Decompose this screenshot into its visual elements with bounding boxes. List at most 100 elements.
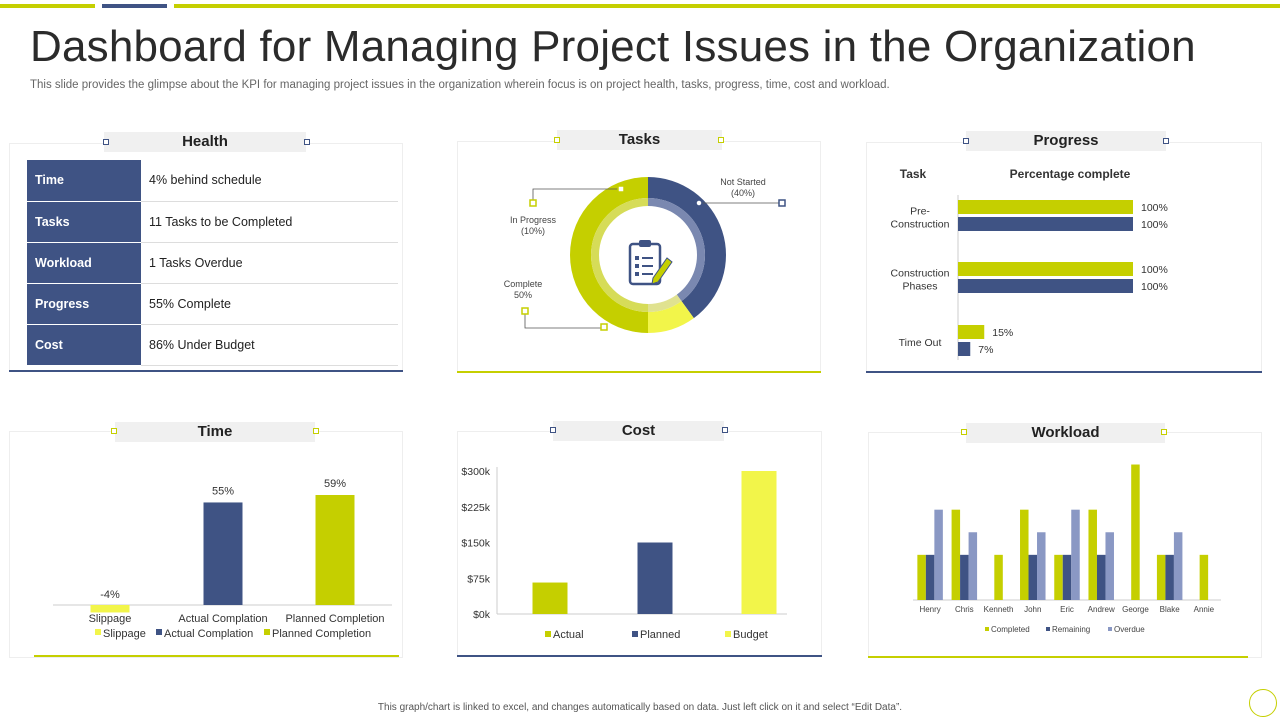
- progress-category-label: Construction: [891, 268, 950, 280]
- health-value: 1 Tasks Overdue: [141, 242, 398, 284]
- slide-number-circle: [1249, 689, 1277, 717]
- cost-legend-label: Budget: [733, 629, 768, 641]
- workload-bar: [1156, 554, 1166, 600]
- workload-bar: [1105, 532, 1114, 600]
- time-bar-2: [203, 502, 243, 605]
- progress-underline: [866, 371, 1262, 373]
- cost-header: Cost: [553, 421, 724, 441]
- donut-slice-complete: [570, 177, 648, 333]
- progress-value-label: 100%: [1141, 281, 1168, 293]
- workload-category-label: Annie: [1194, 605, 1215, 614]
- workload-category-label: Andrew: [1088, 605, 1115, 614]
- donut-slice-in-progress: [648, 301, 694, 333]
- tasks-underline: [457, 371, 821, 373]
- cost-corner-right: [722, 427, 728, 433]
- cost-bar-planned: [637, 542, 673, 614]
- progress-col-task: Task: [900, 167, 927, 181]
- time-value-label: 55%: [212, 485, 234, 497]
- health-key: Progress: [27, 283, 141, 325]
- workload-bar: [1020, 509, 1029, 600]
- leader-complete: [524, 312, 604, 329]
- progress-category-label: Construction: [891, 219, 950, 231]
- progress-bar: [958, 325, 985, 339]
- progress-value-label: 100%: [1141, 264, 1168, 276]
- time-bar-3: [315, 495, 355, 605]
- progress-bar: [958, 217, 1133, 231]
- workload-underline: [868, 656, 1248, 658]
- cost-y-tick: $75k: [467, 573, 491, 585]
- health-key: Workload: [27, 242, 141, 284]
- cost-bar-actual: [532, 582, 568, 614]
- progress-col-pct: Percentage complete: [1010, 167, 1131, 181]
- progress-corner-left: [963, 138, 969, 144]
- cost-legend-label: Actual: [553, 629, 584, 641]
- top-accent-bar-3: [174, 4, 1280, 8]
- donut-inner-ring: [648, 198, 705, 302]
- clipboard-icon: [628, 240, 673, 286]
- label-not-started-pct: (40%): [731, 188, 755, 198]
- progress-bar: [958, 200, 1133, 214]
- label-in-progress-pct: (10%): [521, 226, 545, 236]
- workload-bar: [934, 509, 943, 600]
- workload-header: Workload: [966, 423, 1165, 443]
- tasks-corner-right: [718, 137, 724, 143]
- workload-category-label: Chris: [955, 605, 974, 614]
- workload-bar: [1165, 554, 1174, 600]
- health-value: 11 Tasks to be Completed: [141, 201, 398, 243]
- leader-in-progress: [532, 188, 621, 204]
- time-value-label: 59%: [324, 478, 346, 490]
- workload-legend-swatch: [1108, 627, 1112, 631]
- workload-category-label: Kenneth: [984, 605, 1014, 614]
- progress-bar: [958, 342, 971, 356]
- clipboard-clip: [639, 240, 651, 247]
- workload-bar: [1028, 554, 1038, 600]
- workload-category-label: George: [1122, 605, 1149, 614]
- tasks-donut-chart: Not Started (40%) In Progress (10%) Comp…: [504, 177, 786, 333]
- progress-header: Progress: [966, 131, 1166, 151]
- label-complete: Complete: [504, 279, 543, 289]
- tasks-corner-left: [554, 137, 560, 143]
- page-subtitle: This slide provides the glimpse about th…: [30, 79, 890, 91]
- progress-bar-chart: Task Percentage complete 100%100%Pre-Con…: [891, 167, 1168, 360]
- cost-legend-swatch: [725, 631, 731, 637]
- time-corner-right: [313, 428, 319, 434]
- workload-corner-right: [1161, 429, 1167, 435]
- donut-slice-not-started: [648, 177, 726, 319]
- health-corner-left: [103, 139, 109, 145]
- workload-legend-swatch: [985, 627, 989, 631]
- health-row: Tasks 11 Tasks to be Completed: [27, 201, 398, 243]
- health-row: Workload 1 Tasks Overdue: [27, 242, 398, 284]
- progress-value-label: 7%: [978, 344, 993, 356]
- health-row: Cost 86% Under Budget: [27, 324, 398, 366]
- workload-bar: [1096, 554, 1106, 600]
- progress-bar: [958, 262, 1133, 276]
- donut-inner-ring: [591, 198, 648, 312]
- workload-bar: [994, 554, 1003, 600]
- time-bar-chart: -4% Slippage 55% Actual Complation 59% Planne…: [53, 478, 392, 640]
- workload-bar: [1071, 509, 1080, 600]
- workload-category-label: Henry: [919, 605, 940, 614]
- workload-bar: [1131, 464, 1140, 600]
- label-complete-pct: 50%: [514, 290, 532, 300]
- clipboard-check: [635, 264, 639, 268]
- time-category-label: Planned Completion: [285, 613, 384, 625]
- footer-note: This graph/chart is linked to excel, and…: [377, 702, 903, 713]
- workload-bar: [1037, 532, 1046, 600]
- health-value: 4% behind schedule: [141, 160, 398, 202]
- time-underline: [34, 655, 399, 657]
- time-category-label: Actual Complation: [178, 613, 267, 625]
- workload-bar-chart: Henry Chris Kenneth John Eric Andrew George Bla…: [913, 464, 1221, 634]
- workload-bar: [1173, 532, 1183, 600]
- top-accent-bar-1: [0, 4, 95, 8]
- cost-legend-label: Planned: [640, 629, 680, 641]
- progress-panel: [866, 142, 1262, 372]
- health-value: 86% Under Budget: [141, 324, 398, 366]
- health-value: 55% Complete: [141, 283, 398, 325]
- progress-value-label: 100%: [1141, 202, 1168, 214]
- time-category-label: Slippage: [89, 613, 132, 625]
- progress-category-label: Pre-: [910, 206, 930, 218]
- cost-y-tick: $150k: [461, 538, 490, 550]
- workload-bar: [951, 509, 961, 600]
- cost-corner-left: [550, 427, 556, 433]
- cost-bar-budget: [741, 471, 777, 614]
